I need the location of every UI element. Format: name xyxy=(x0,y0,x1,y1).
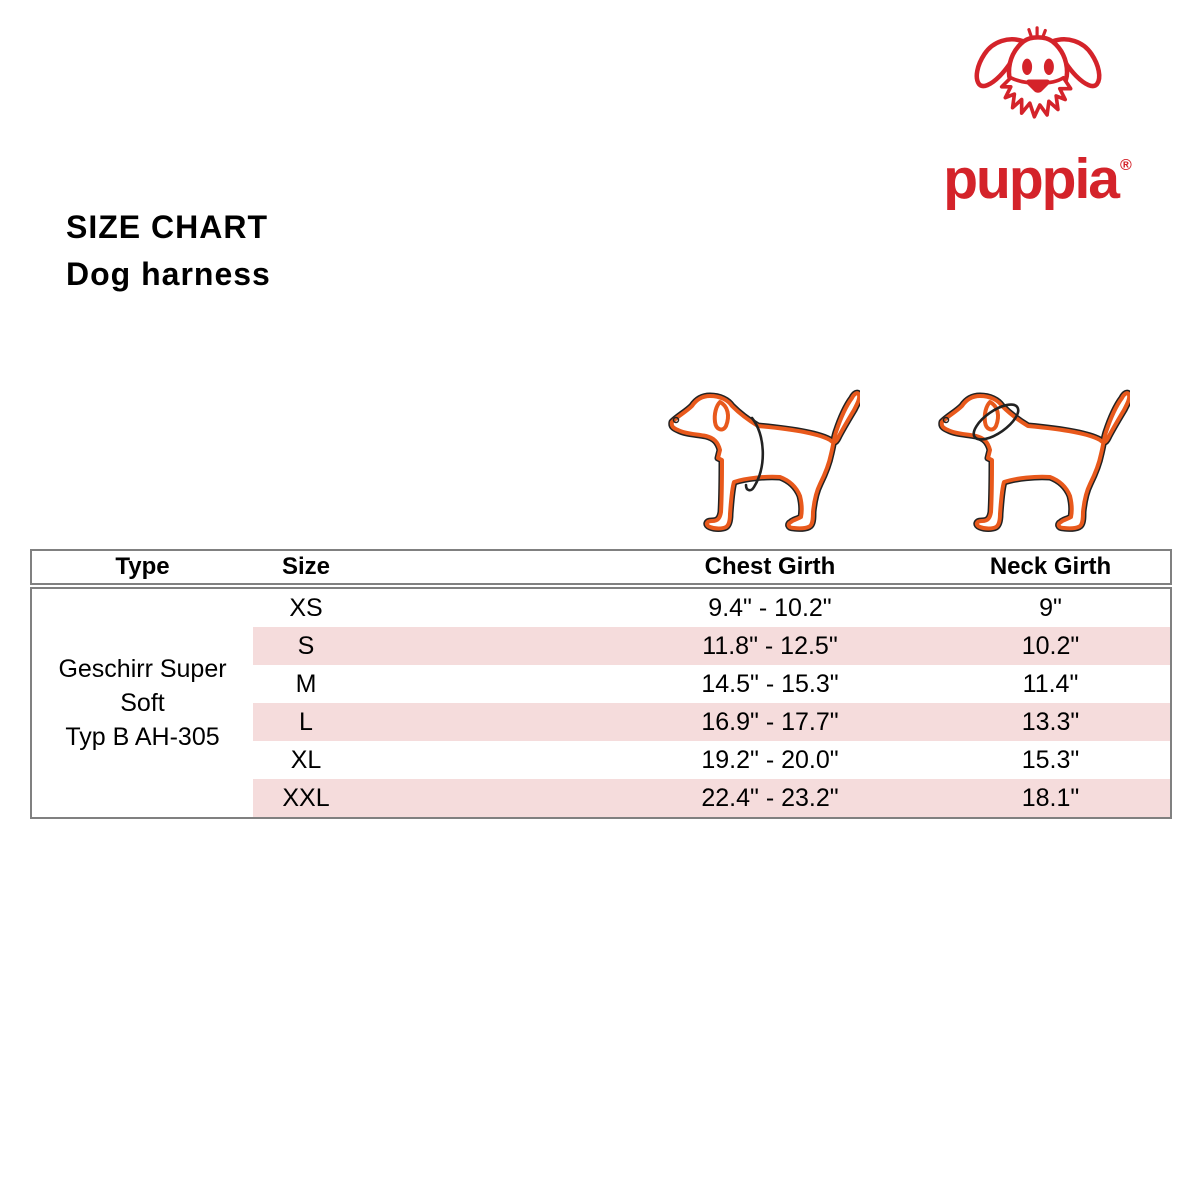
chest-girth-value: 19.2" - 20.0" xyxy=(359,741,931,779)
neck-girth-value: 18.1" xyxy=(931,779,1171,818)
size-label: S xyxy=(253,627,359,665)
size-table: Type Size Chest Girth Neck Girth Geschir… xyxy=(30,549,1172,819)
product-type-line: Soft xyxy=(120,689,165,717)
registered-trademark-symbol: ® xyxy=(1120,157,1132,174)
brand-wordmark: puppia ® xyxy=(930,140,1145,208)
page-title: SIZE CHART xyxy=(66,209,268,245)
chest-girth-value: 22.4" - 23.2" xyxy=(359,779,931,818)
neck-girth-diagram xyxy=(930,374,1130,536)
chest-girth-diagram xyxy=(660,374,860,536)
table-row-s: S 11.8" - 12.5" 10.2" xyxy=(31,627,1171,665)
title-block: SIZE CHART Dog harness xyxy=(66,207,271,294)
table-row-xs: Geschirr Super Soft Typ B AH-305 XS 9.4"… xyxy=(31,586,1171,818)
size-table-header-row: Type Size Chest Girth Neck Girth xyxy=(31,550,1171,589)
neck-girth-value: 10.2" xyxy=(931,627,1171,665)
brand-name: puppia xyxy=(943,147,1120,211)
neck-girth-value: 9" xyxy=(931,586,1171,627)
column-header-chest-girth: Chest Girth xyxy=(359,550,931,589)
chest-girth-loop xyxy=(744,416,765,492)
table-row-l: L 16.9" - 17.7" 13.3" xyxy=(31,703,1171,741)
column-header-type: Type xyxy=(31,550,253,589)
table-row-m: M 14.5" - 15.3" 11.4" xyxy=(31,665,1171,703)
size-label: XL xyxy=(253,741,359,779)
neck-girth-loop xyxy=(972,403,1020,441)
chest-girth-value: 9.4" - 10.2" xyxy=(359,586,931,627)
table-row-xxl: XXL 22.4" - 23.2" 18.1" xyxy=(31,779,1171,818)
table-row-xl: XL 19.2" - 20.0" 15.3" xyxy=(31,741,1171,779)
size-label: L xyxy=(253,703,359,741)
neck-girth-value: 15.3" xyxy=(931,741,1171,779)
size-label: XS xyxy=(253,586,359,627)
column-header-size: Size xyxy=(253,550,359,589)
chest-girth-value: 11.8" - 12.5" xyxy=(359,627,931,665)
product-type-line: Typ B AH-305 xyxy=(65,723,220,751)
column-header-neck-girth: Neck Girth xyxy=(931,550,1171,589)
brand-logo: puppia ® xyxy=(930,26,1145,208)
product-type-cell: Geschirr Super Soft Typ B AH-305 xyxy=(31,586,253,818)
neck-girth-value: 11.4" xyxy=(931,665,1171,703)
chest-girth-value: 16.9" - 17.7" xyxy=(359,703,931,741)
size-label: M xyxy=(253,665,359,703)
product-type-line: Geschirr Super xyxy=(58,655,227,683)
size-label: XXL xyxy=(253,779,359,818)
neck-girth-value: 13.3" xyxy=(931,703,1171,741)
page-subtitle: Dog harness xyxy=(66,256,271,292)
chest-girth-value: 14.5" - 15.3" xyxy=(359,665,931,703)
dog-face-icon xyxy=(974,26,1101,119)
